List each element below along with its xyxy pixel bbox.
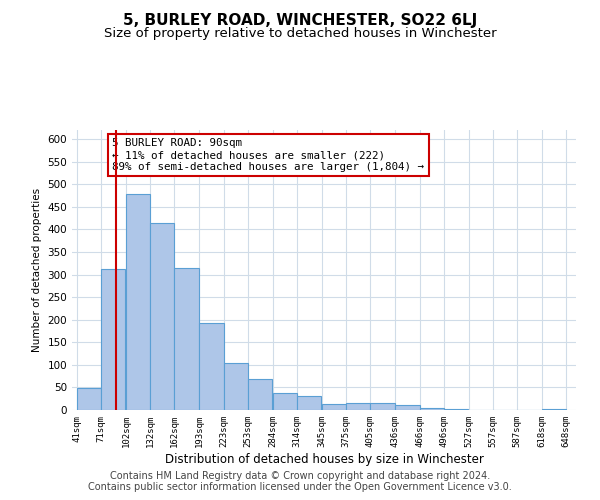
Text: Size of property relative to detached houses in Winchester: Size of property relative to detached ho…: [104, 28, 496, 40]
Text: 5 BURLEY ROAD: 90sqm
← 11% of detached houses are smaller (222)
89% of semi-deta: 5 BURLEY ROAD: 90sqm ← 11% of detached h…: [112, 138, 424, 172]
Bar: [444, 409, 468, 410]
Bar: [273, 393, 297, 410]
Bar: [175, 268, 199, 410]
Bar: [322, 404, 346, 410]
Bar: [248, 380, 272, 410]
Bar: [419, 408, 444, 410]
Bar: [370, 403, 395, 410]
Bar: [224, 362, 248, 410]
Bar: [199, 324, 224, 410]
Bar: [297, 396, 321, 410]
Bar: [126, 194, 150, 410]
Text: Contains HM Land Registry data © Crown copyright and database right 2024.
Contai: Contains HM Land Registry data © Crown c…: [88, 471, 512, 492]
Y-axis label: Number of detached properties: Number of detached properties: [32, 188, 42, 352]
Bar: [101, 269, 125, 410]
Bar: [395, 406, 419, 410]
Bar: [542, 409, 566, 410]
Bar: [346, 403, 370, 410]
Bar: [150, 222, 175, 410]
Bar: [77, 388, 101, 410]
Text: 5, BURLEY ROAD, WINCHESTER, SO22 6LJ: 5, BURLEY ROAD, WINCHESTER, SO22 6LJ: [123, 12, 477, 28]
X-axis label: Distribution of detached houses by size in Winchester: Distribution of detached houses by size …: [164, 452, 484, 466]
